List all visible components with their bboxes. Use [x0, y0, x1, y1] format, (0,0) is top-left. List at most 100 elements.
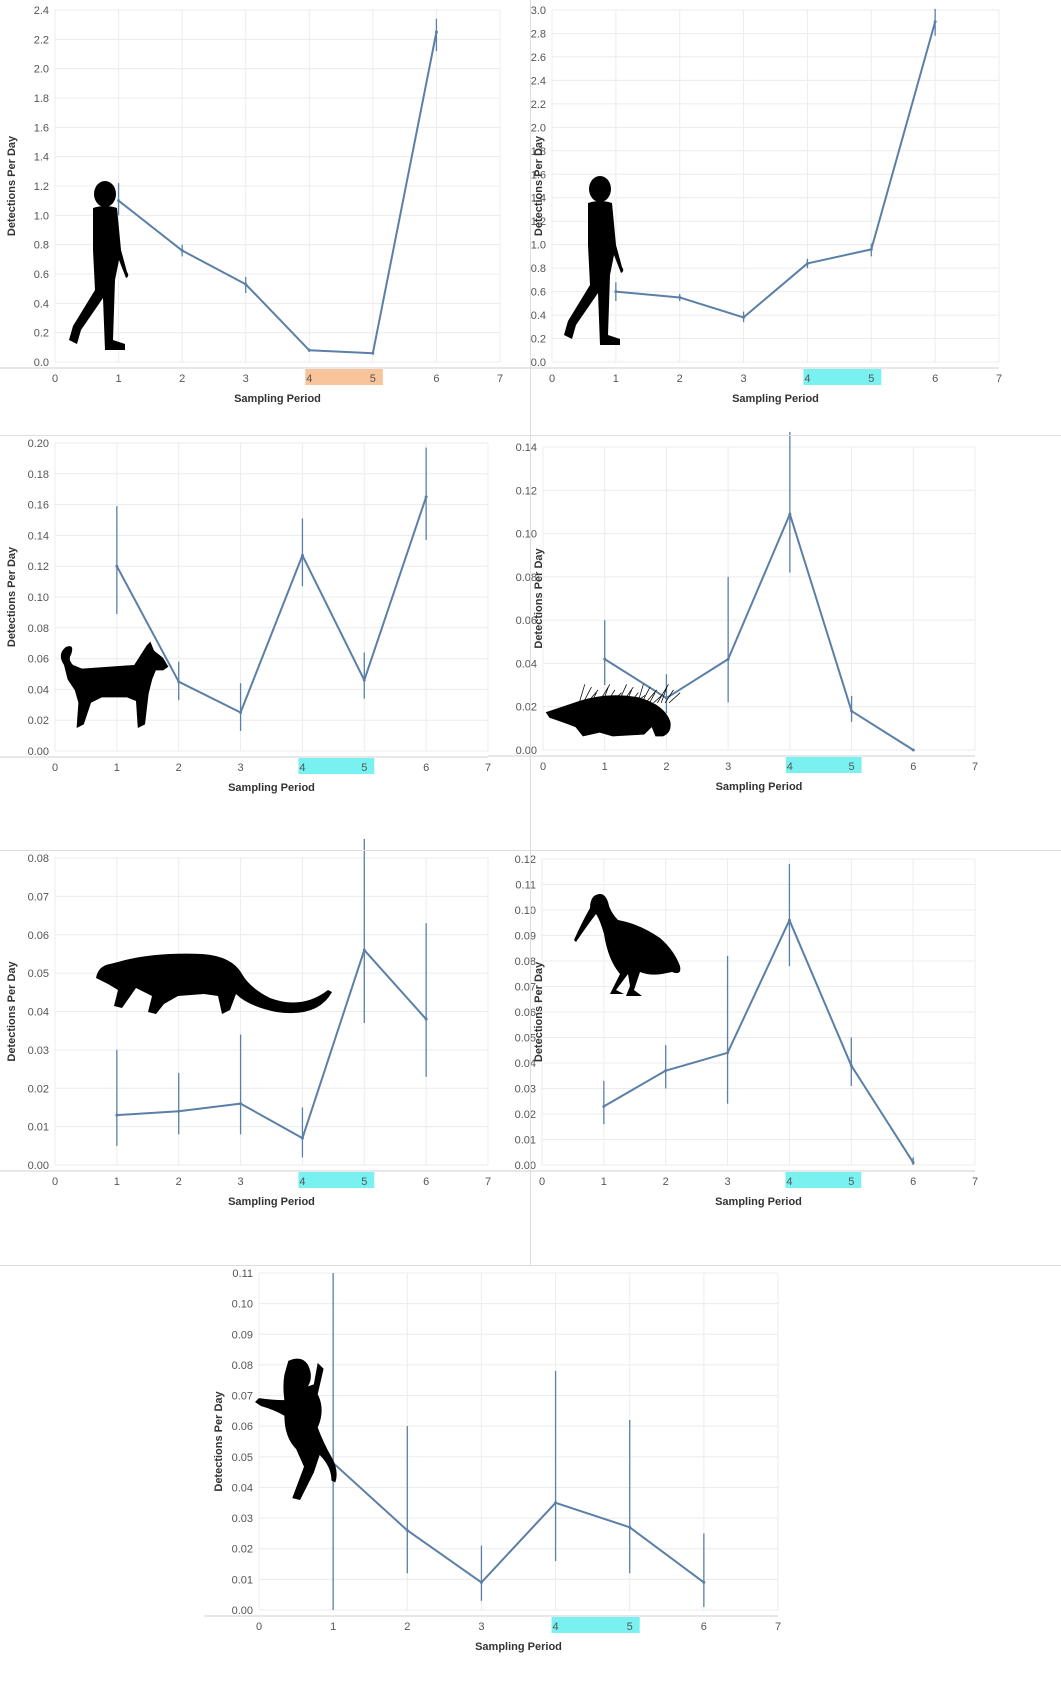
x-tick-label: 6: [701, 1621, 707, 1633]
x-tick-label: 2: [176, 1176, 182, 1188]
y-tick-label: 0.03: [232, 1513, 253, 1525]
x-tick-label: 5: [849, 761, 855, 773]
x-tick-label: 4: [299, 762, 305, 774]
series-line: [604, 513, 914, 751]
human-head: [94, 181, 116, 207]
porcupine-quill: [590, 692, 597, 704]
human-body: [69, 206, 129, 350]
y-tick-label: 1.0: [531, 240, 546, 252]
x-tick-label: 0: [52, 762, 58, 774]
y-axis-title: Detections Per Day: [533, 547, 545, 648]
data-point: [702, 1580, 706, 1584]
y-tick-label: 0.04: [232, 1482, 253, 1494]
porcupine-quill: [582, 686, 592, 704]
x-tick-label: 2: [663, 1176, 669, 1188]
y-tick-label: 0.03: [515, 1084, 536, 1096]
dog-icon: [60, 641, 169, 728]
y-tick-label: 1.6: [531, 169, 546, 181]
data-point: [911, 1160, 915, 1164]
x-tick-label: 7: [485, 762, 491, 774]
highlight-band: [803, 369, 882, 385]
y-tick-labels: 0.0 0.2 0.4 0.6 0.8 1.0 1.2 1.4 1.6 1.8 2.0 2.2 2.4: [34, 5, 49, 369]
y-tick-label: 0.04: [516, 658, 537, 670]
porcupine-quill: [578, 684, 586, 704]
y-axis-title: Detections Per Day: [213, 1390, 225, 1491]
y-tick-label: 0.04: [28, 1007, 49, 1019]
x-tick-label: 0: [549, 373, 555, 385]
x-tick-label: 3: [725, 761, 731, 773]
data-point: [628, 1525, 632, 1529]
y-axis-title: Detections Per Day: [6, 546, 18, 647]
x-tick-label: 5: [868, 373, 874, 385]
y-tick-label: 0.4: [531, 310, 546, 322]
y-tick-labels: 0.00 0.02 0.04 0.06 0.08 0.10 0.12 0.14 0.16 0.18…: [28, 438, 49, 758]
x-tick-label: 3: [243, 373, 249, 385]
data-point: [177, 680, 181, 684]
x-tick-label: 0: [540, 761, 546, 773]
porcupine-quill: [629, 692, 639, 704]
porcupine-quill: [621, 686, 634, 704]
y-tick-label: 0.09: [232, 1329, 253, 1341]
x-tick-label: 4: [299, 1176, 305, 1188]
data-point: [726, 1051, 730, 1055]
chart-ibis: 0 1 2 3 4 5 6 70.000.010.020.030.040.050.060.07…: [487, 854, 978, 1208]
x-axis-title: Sampling Period: [716, 781, 803, 793]
panel-divider: [0, 850, 1061, 851]
x-tick-label: 4: [786, 1176, 792, 1188]
gridlines: [54, 442, 489, 752]
porcupine-icon: [545, 684, 681, 737]
data-point: [362, 678, 366, 682]
data-point: [239, 1102, 243, 1106]
x-tick-label: 3: [741, 373, 747, 385]
y-tick-label: 0.16: [28, 500, 49, 512]
x-tick-labels: 0 1 2 3 4 5 6 7: [549, 373, 1002, 385]
data-point: [664, 1069, 668, 1073]
x-tick-label: 1: [116, 373, 122, 385]
data-point: [788, 512, 792, 516]
x-tick-label: 7: [972, 1176, 978, 1188]
x-tick-label: 5: [361, 762, 367, 774]
x-tick-labels: 0 1 2 3 4 5 6 7: [539, 1176, 978, 1188]
gridlines: [258, 1272, 779, 1611]
porcupine-quill: [633, 695, 646, 704]
y-tick-label: 0.00: [232, 1605, 253, 1617]
x-tick-label: 7: [775, 1621, 781, 1633]
y-tick-label: 0.8: [531, 263, 546, 275]
x-tick-label: 2: [663, 761, 669, 773]
highlight-band: [305, 369, 383, 385]
porcupine-quill: [606, 689, 616, 704]
series-line: [615, 21, 937, 319]
x-tick-label: 3: [478, 1621, 484, 1633]
x-tick-label: 1: [613, 373, 619, 385]
y-tick-labels: 0.00 0.01 0.02 0.03 0.04 0.05 0.06 0.07 0.08 0.09…: [232, 1268, 253, 1617]
porcupine-quill: [637, 684, 644, 704]
x-tick-labels: 0 1 2 3 4 5 6 7: [52, 373, 503, 385]
y-tick-label: 1.4: [531, 193, 546, 205]
highlight-band: [785, 1172, 862, 1188]
x-tick-label: 4: [804, 373, 810, 385]
highlight-band: [785, 757, 862, 773]
y-tick-label: 0.08: [28, 623, 49, 635]
data-point: [869, 247, 873, 251]
data-point: [742, 315, 746, 319]
data-points: [115, 495, 428, 714]
x-tick-label: 3: [238, 1176, 244, 1188]
human-walking-icon: [69, 181, 129, 350]
x-tick-label: 7: [996, 373, 1002, 385]
porcupine-quill: [625, 689, 632, 704]
human-body: [564, 201, 624, 345]
gridlines: [54, 857, 489, 1166]
y-tick-label: 0.06: [28, 930, 49, 942]
data-point: [117, 199, 121, 203]
data-point: [244, 282, 248, 286]
data-point: [115, 1113, 119, 1117]
data-point: [787, 918, 791, 922]
data-points: [115, 948, 428, 1140]
data-points: [331, 1461, 706, 1584]
chart-panel-cat: 0 1 2 3 4 5 6 7 0.00 0.01 0.02 0.03 0.04 0.05 0.06 0.07…: [0, 838, 530, 1265]
y-tick-label: 0.08: [516, 572, 537, 584]
x-axis-title: Sampling Period: [715, 1196, 802, 1208]
data-points: [117, 30, 438, 355]
y-tick-label: 0.08: [232, 1360, 253, 1372]
y-tick-label: 0.01: [232, 1574, 253, 1586]
